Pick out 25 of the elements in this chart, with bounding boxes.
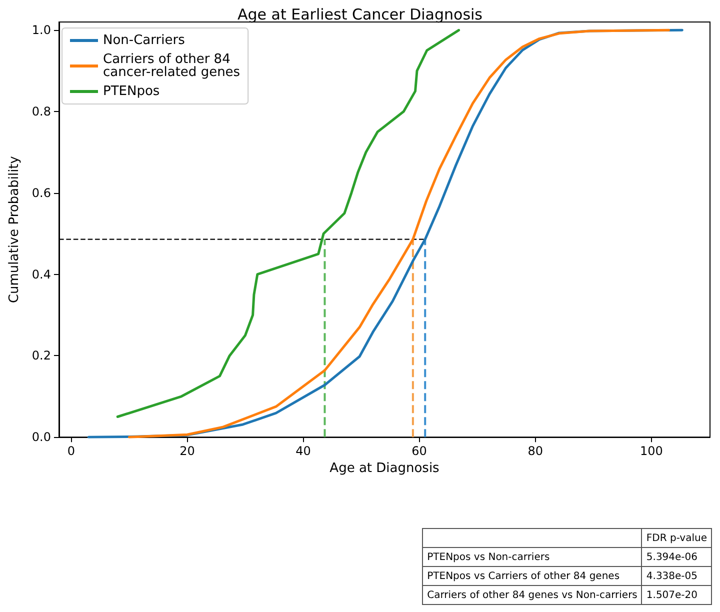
legend-label: Carriers of other 84 cancer-related genes — [103, 52, 240, 80]
x-axis-title: Age at Diagnosis — [330, 461, 440, 476]
x-tick-label: 80 — [528, 444, 543, 458]
x-tick-label: 60 — [412, 444, 427, 458]
text: Carriers of other 84 genes vs Non-carriers — [422, 586, 642, 604]
text: PTENpos vs Carriers of other 84 genes — [422, 566, 642, 586]
legend-label: PTENpos — [103, 84, 160, 99]
x-tick-label: 100 — [640, 444, 663, 458]
text: PTENpos vs Non-carriers — [422, 548, 642, 566]
text: 1.507e-20 — [642, 586, 712, 604]
text: 5.394e-06 — [642, 548, 712, 566]
y-axis-title: Cumulative Probability — [7, 156, 22, 304]
y-tick-label: 1.0 — [32, 23, 51, 38]
text: 4.338e-05 — [642, 566, 712, 586]
y-tick-label: 0.2 — [32, 348, 51, 363]
legend-label: Non-Carriers — [103, 33, 186, 48]
y-tick-label: 0.0 — [32, 430, 51, 444]
x-tick-label: 20 — [180, 444, 195, 458]
y-tick-label: 0.6 — [32, 186, 51, 200]
text: FDR p-value — [642, 528, 712, 548]
x-tick-label: 0 — [67, 444, 76, 458]
x-tick-label: 40 — [296, 444, 311, 458]
y-tick-label: 0.8 — [32, 104, 51, 119]
chart-title: Age at Earliest Cancer Diagnosis — [238, 6, 483, 24]
y-tick-label: 0.4 — [32, 267, 51, 282]
